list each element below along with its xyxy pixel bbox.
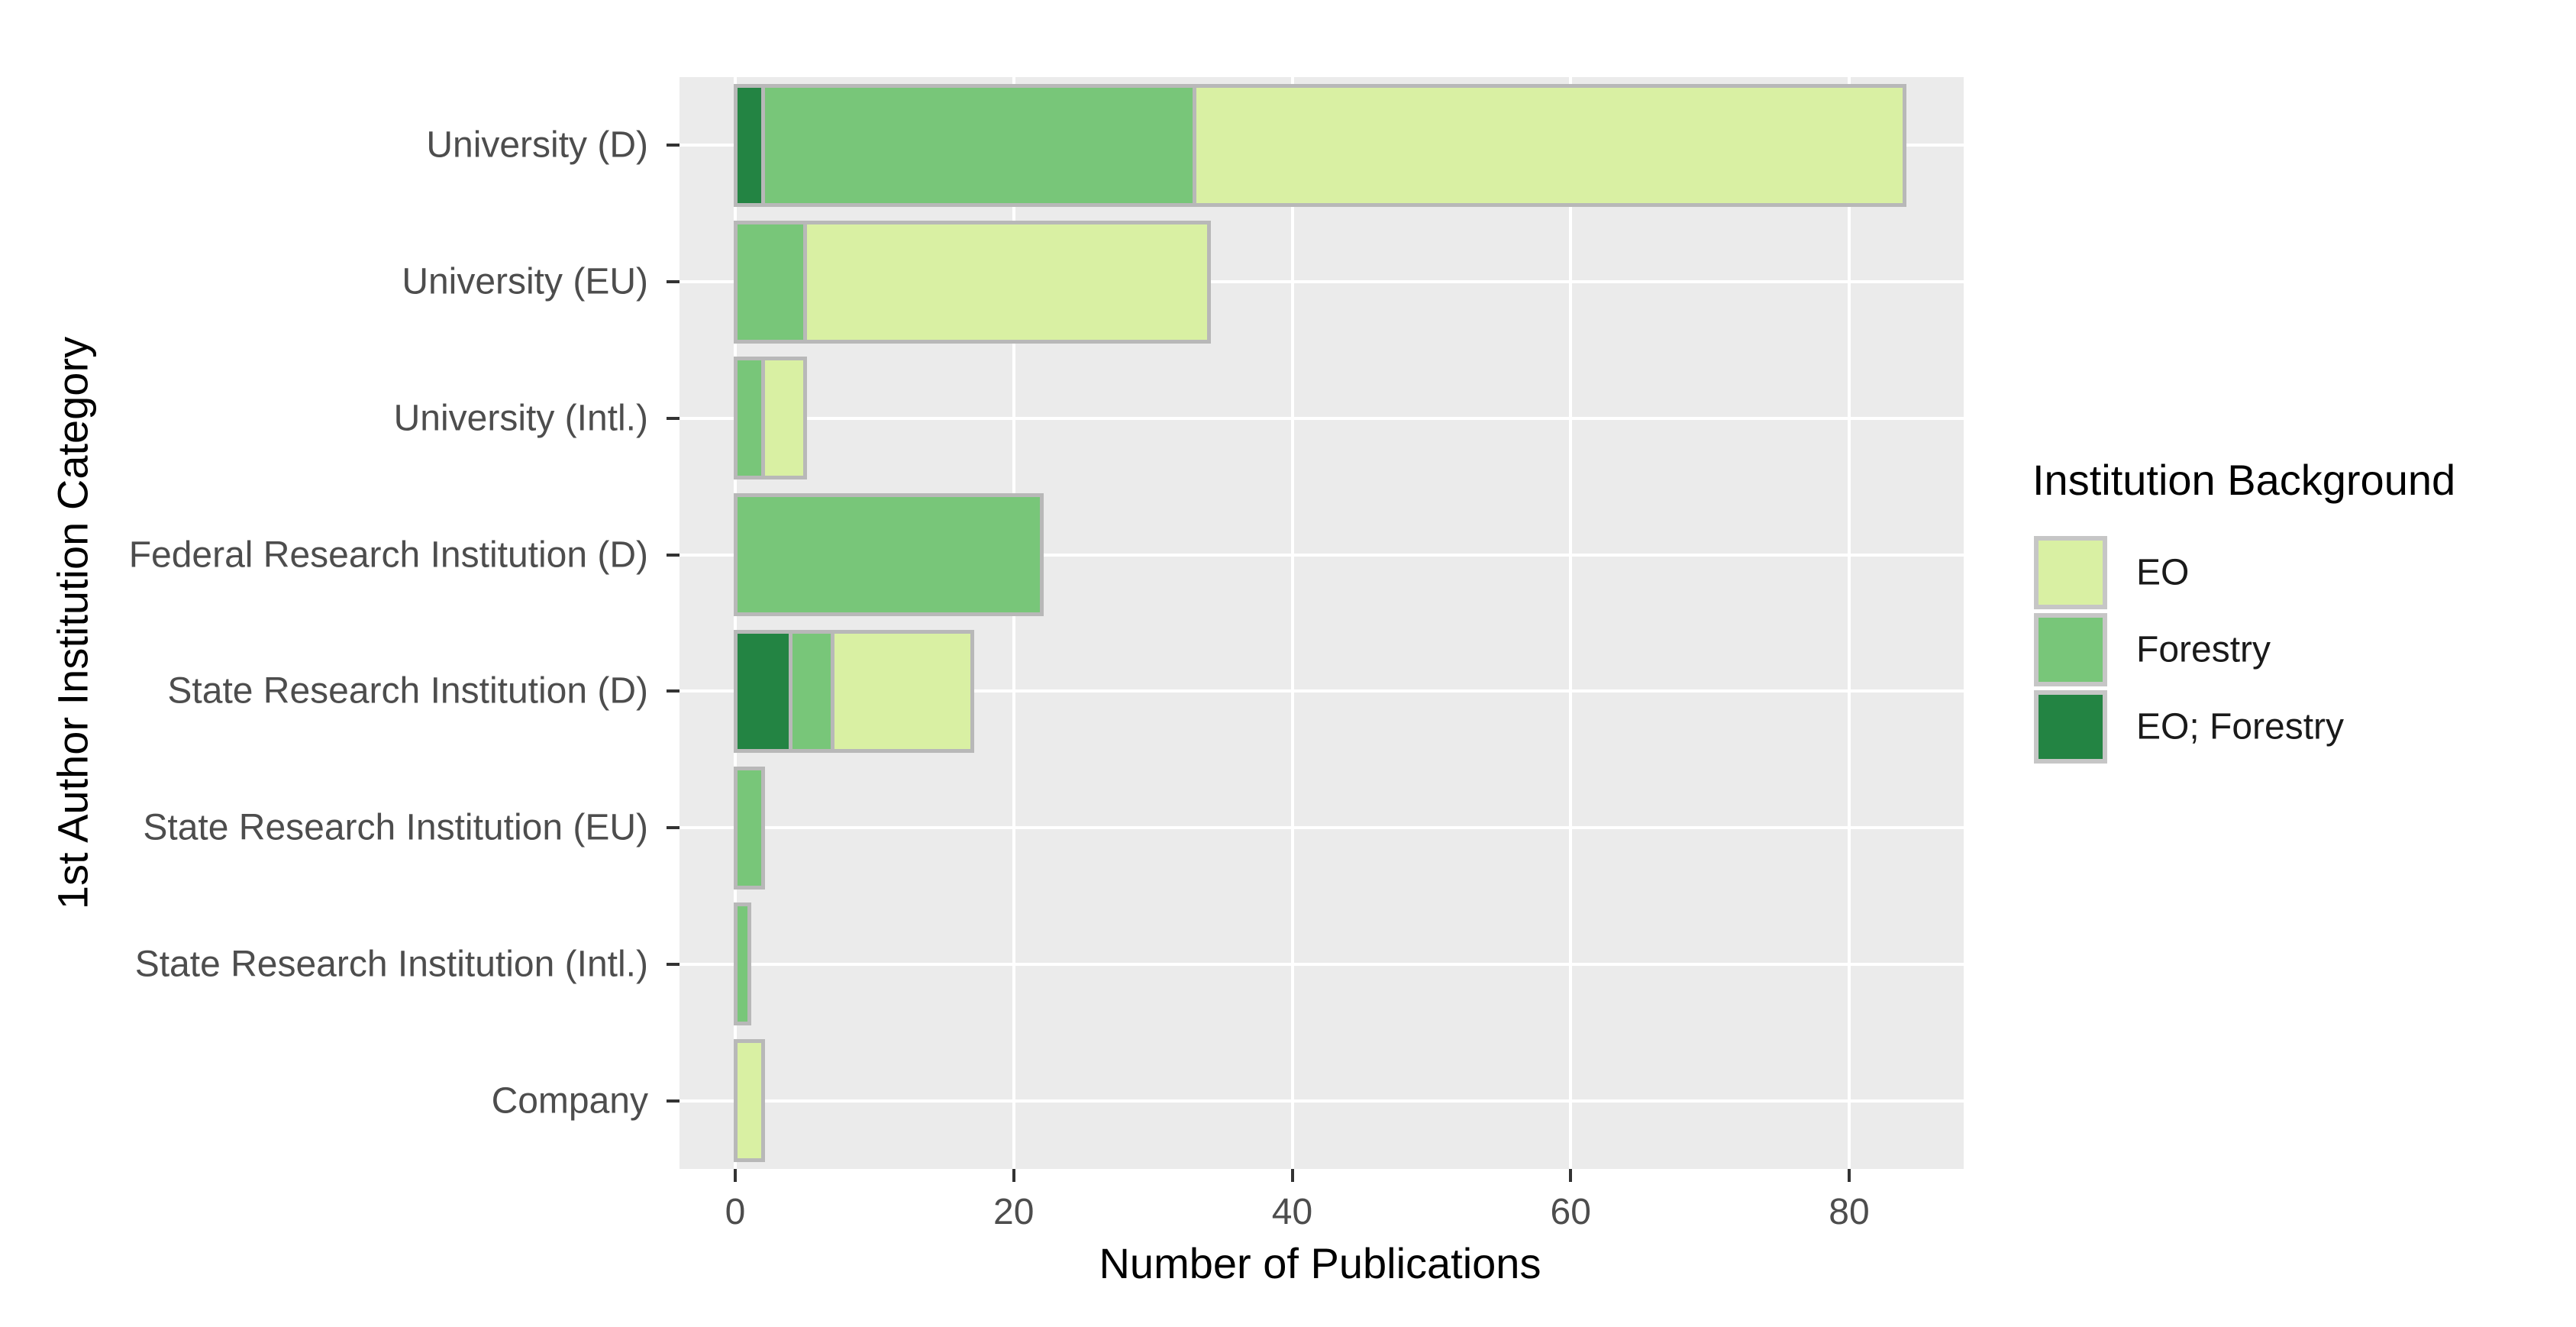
legend-label: EO [2136,552,2190,593]
bar-segment [831,629,974,753]
y-category-label: University (EU) [402,261,648,302]
bar-segment [733,220,807,344]
y-category-label: Company [491,1080,648,1122]
y-tick-mark [667,689,680,693]
x-axis-title: Number of Publications [1099,1239,1541,1287]
x-tick-label: 80 [1829,1192,1870,1232]
x-tick-mark [734,1169,737,1182]
x-tick-label: 60 [1550,1192,1591,1232]
y-gridline [680,826,1964,830]
bar-segment [802,220,1211,344]
y-tick-mark [667,280,680,284]
y-tick-mark [667,416,680,420]
y-gridline [680,553,1964,557]
x-gridline [734,77,737,1169]
bar-segment [760,83,1197,207]
legend-swatch [2034,536,2107,609]
bar-segment [733,1039,765,1163]
x-tick-label: 40 [1271,1192,1313,1232]
x-tick-label: 20 [993,1192,1035,1232]
bar-segment [1193,83,1907,207]
y-gridline [680,416,1964,420]
x-gridline [1012,77,1015,1169]
y-gridline [680,962,1964,966]
x-tick-label: 0 [725,1192,746,1232]
y-tick-mark [667,1099,680,1103]
y-tick-mark [667,962,680,966]
bar-segment [760,357,807,480]
y-category-label: Federal Research Institution (D) [128,534,648,576]
legend-swatch [2034,613,2107,686]
y-gridline [680,280,1964,284]
bar-segment [733,357,765,480]
x-tick-mark [1569,1169,1573,1182]
y-gridline [680,689,1964,693]
legend-label: EO; Forestry [2136,706,2345,747]
x-tick-mark [1290,1169,1294,1182]
x-gridline [1848,77,1851,1169]
x-gridline [1290,77,1294,1169]
x-tick-mark [1848,1169,1851,1182]
y-category-label: University (D) [426,124,648,166]
y-category-label: State Research Institution (D) [167,670,648,712]
bar-segment [733,493,1044,617]
bar-segment [733,766,765,890]
bar-segment [733,83,765,207]
legend-title: Institution Background [2032,456,2456,504]
bar-segment [733,629,793,753]
bar-segment [733,902,751,1026]
bar-segment [789,629,835,753]
y-tick-mark [667,144,680,147]
plot-panel [680,77,1964,1169]
y-tick-mark [667,826,680,830]
y-tick-mark [667,553,680,557]
y-category-label: State Research Institution (Intl.) [134,944,648,985]
y-category-label: University (Intl.) [393,398,648,439]
legend-swatch [2034,690,2107,764]
legend-label: Forestry [2136,629,2271,670]
y-gridline [680,1099,1964,1103]
x-tick-mark [1012,1169,1015,1182]
y-category-label: State Research Institution (EU) [143,807,648,848]
x-gridline [1569,77,1573,1169]
